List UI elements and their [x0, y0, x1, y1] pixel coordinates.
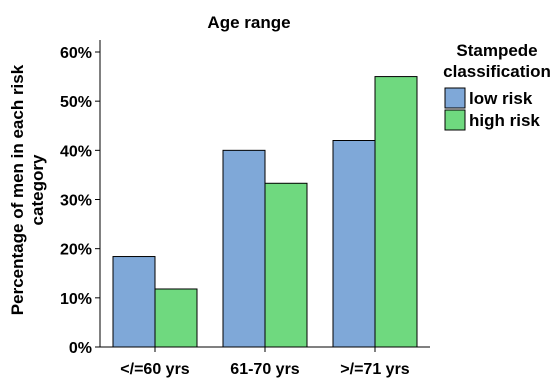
legend-label-low-risk: low risk — [469, 89, 533, 108]
x-tick-label: </=60 yrs — [120, 361, 190, 378]
y-axis-title-line1: Percentage of men in each risk — [8, 64, 27, 315]
y-tick-label: 60% — [60, 45, 92, 62]
legend-title-line2: classification — [443, 62, 551, 81]
legend-title-line1: Stampede — [456, 41, 537, 60]
legend-label-high-risk: high risk — [469, 111, 540, 130]
y-tick-label: 50% — [60, 94, 92, 111]
bar-high-risk-0 — [154, 288, 198, 348]
bar-high-risk-2 — [374, 76, 418, 348]
y-tick-label: 0% — [69, 340, 92, 357]
x-tick-label: >/=71 yrs — [340, 361, 410, 378]
legend: Stampede classification low risk high ri… — [443, 41, 551, 131]
bar-low-risk-0 — [112, 256, 156, 348]
bar-low-risk-1 — [222, 149, 266, 348]
plot-area: 0% 10% 20% 30% 40% 50% 60% </=60 yrs 61-70 yrs >/… — [60, 45, 418, 378]
y-tick-label: 30% — [60, 193, 92, 210]
y-tick-label: 10% — [60, 291, 92, 308]
chart-title: Age range — [207, 13, 290, 32]
legend-swatch-high-risk — [444, 109, 466, 131]
x-tick-label: 61-70 yrs — [230, 361, 299, 378]
bar-high-risk-1 — [264, 182, 308, 348]
y-axis-title-line2: category — [28, 154, 47, 225]
y-tick-label: 20% — [60, 242, 92, 259]
y-tick-label: 40% — [60, 143, 92, 160]
bar-low-risk-2 — [332, 140, 376, 348]
y-axis-title: Percentage of men in each risk category — [8, 64, 47, 315]
legend-swatch-low-risk — [444, 87, 466, 109]
